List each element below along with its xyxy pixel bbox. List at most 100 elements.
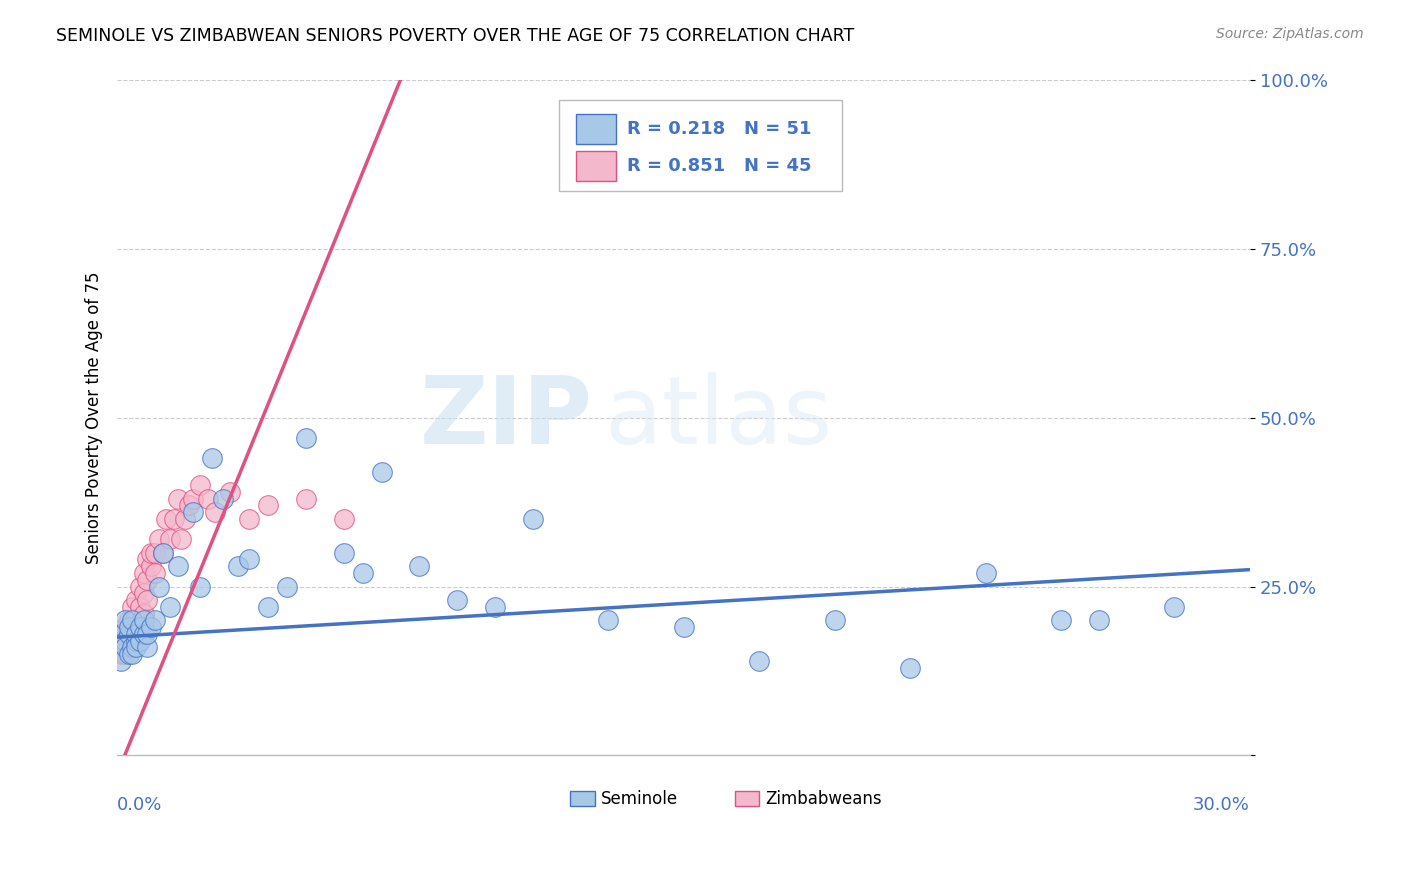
Point (159, 533, 181, 547)
Point (110, 627, 132, 641)
Text: Zimbabweans: Zimbabweans (765, 789, 882, 807)
Point (141, 546, 163, 560)
Point (748, 654, 770, 668)
Point (188, 478, 211, 492)
Point (117, 613, 139, 627)
Point (125, 627, 148, 641)
Point (257, 599, 280, 614)
Text: Source: ZipAtlas.com: Source: ZipAtlas.com (1216, 27, 1364, 41)
Point (484, 599, 506, 614)
Point (132, 607, 155, 621)
Point (125, 640, 148, 655)
Point (110, 654, 132, 668)
Point (155, 512, 177, 526)
Point (257, 499, 280, 513)
Point (152, 546, 174, 560)
Point (170, 533, 193, 547)
Point (128, 580, 150, 594)
Bar (734, 791, 759, 806)
Y-axis label: Seniors Poverty Over the Age of 75: Seniors Poverty Over the Age of 75 (86, 271, 103, 564)
Text: R = 0.218   N = 51: R = 0.218 N = 51 (627, 120, 811, 138)
Point (1088, 613, 1111, 627)
Point (898, 660, 921, 674)
Point (522, 512, 544, 526)
Point (197, 491, 219, 506)
Text: Seminole: Seminole (600, 789, 678, 807)
Point (114, 633, 136, 648)
Point (136, 640, 159, 655)
Point (114, 647, 136, 661)
Point (121, 647, 143, 661)
Point (408, 559, 430, 574)
Point (1050, 613, 1073, 627)
Bar (571, 791, 595, 806)
Point (177, 499, 200, 513)
Point (295, 491, 318, 506)
Point (110, 627, 132, 641)
Point (332, 512, 354, 526)
Point (117, 627, 139, 641)
Point (166, 491, 188, 506)
Point (121, 633, 143, 648)
Point (824, 613, 846, 627)
Point (295, 431, 318, 445)
Point (152, 546, 174, 560)
Point (143, 566, 166, 580)
Point (200, 451, 222, 466)
Point (121, 613, 143, 627)
Point (238, 552, 260, 566)
Point (132, 586, 155, 600)
Point (181, 491, 204, 506)
Point (148, 533, 170, 547)
Text: ZIP: ZIP (420, 372, 593, 464)
Point (1163, 599, 1185, 614)
Point (117, 620, 139, 634)
Point (219, 485, 242, 500)
Point (238, 512, 260, 526)
Point (117, 627, 139, 641)
Point (128, 599, 150, 614)
Point (672, 620, 695, 634)
Point (212, 491, 235, 506)
Point (117, 647, 139, 661)
Point (128, 633, 150, 648)
Point (121, 620, 143, 634)
Point (125, 627, 148, 641)
Point (125, 613, 148, 627)
Point (166, 559, 188, 574)
Point (974, 566, 997, 580)
Point (159, 599, 181, 614)
Point (128, 620, 150, 634)
Point (143, 613, 166, 627)
Point (136, 627, 159, 641)
Point (332, 546, 354, 560)
Point (276, 580, 298, 594)
Point (136, 593, 159, 607)
Bar (576, 114, 616, 145)
Point (148, 580, 170, 594)
Point (143, 546, 166, 560)
Point (132, 627, 155, 641)
Point (204, 505, 226, 519)
Point (121, 599, 143, 614)
Bar (576, 151, 616, 181)
Point (141, 620, 163, 634)
Text: R = 0.851   N = 45: R = 0.851 N = 45 (627, 157, 811, 175)
Point (114, 640, 136, 655)
Point (114, 620, 136, 634)
Point (226, 559, 249, 574)
Point (125, 593, 148, 607)
Point (110, 647, 132, 661)
Point (121, 640, 143, 655)
FancyBboxPatch shape (560, 100, 842, 192)
Point (132, 613, 155, 627)
Point (117, 640, 139, 655)
Point (596, 613, 619, 627)
Text: 30.0%: 30.0% (1194, 796, 1250, 814)
Point (163, 512, 186, 526)
Point (141, 559, 163, 574)
Point (132, 566, 155, 580)
Point (181, 505, 204, 519)
Point (136, 552, 159, 566)
Point (114, 633, 136, 648)
